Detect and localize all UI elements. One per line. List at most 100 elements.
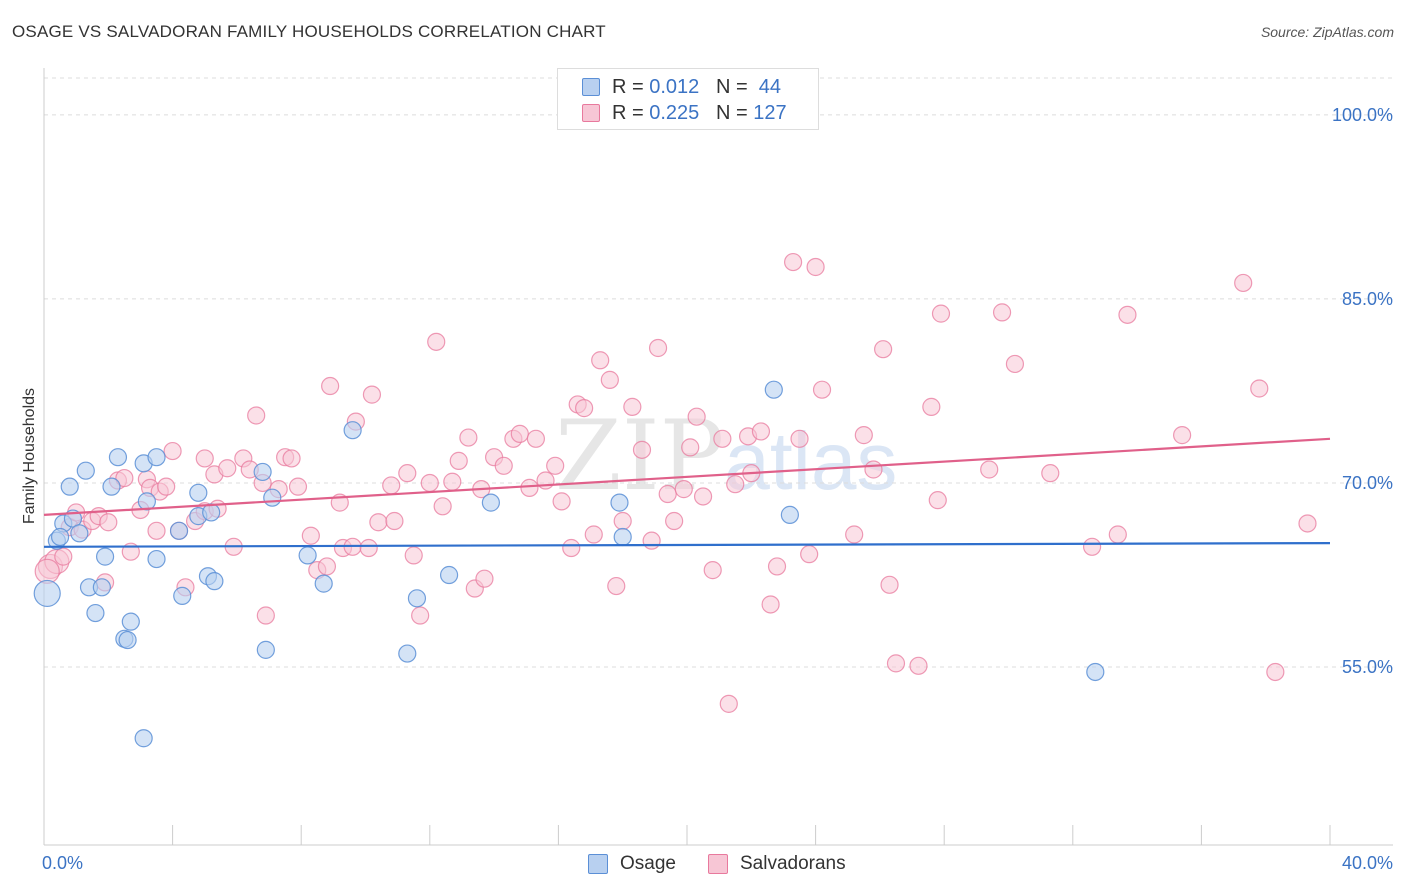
salvadorans-point [693, 487, 713, 506]
osage-point [60, 477, 79, 496]
salvadorans-point [790, 429, 809, 448]
salvadorans-point [247, 406, 266, 425]
legend-salvadorans-text: R = 0.225 N = 127 [612, 100, 787, 126]
x-tick-label-min: 0.0% [42, 853, 83, 873]
osage-points [33, 380, 1105, 748]
osage-point [263, 488, 282, 507]
salvadorans-point [1266, 662, 1285, 682]
osage-point [481, 493, 500, 512]
salvadorans-point [475, 569, 494, 588]
r-label: R = [612, 102, 644, 124]
salvadorans-point [369, 513, 388, 532]
osage-point [202, 503, 221, 522]
source-credit: Source: ZipAtlas.com [1260, 24, 1394, 40]
y-tick-label: 55.0% [1342, 657, 1393, 677]
salvadorans-point [800, 545, 819, 564]
salvadorans-point [552, 492, 571, 511]
salvadorans-point [526, 429, 545, 448]
salvadorans-point [420, 473, 439, 493]
osage-point [137, 492, 156, 511]
salvadorans-point [115, 468, 134, 488]
salvadorans-legend-label: Salvadorans [740, 853, 846, 874]
osage-point [613, 527, 632, 547]
salvadorans-point [642, 531, 661, 550]
salvadorans-point [321, 376, 340, 396]
osage-trendline [43, 542, 1331, 548]
osage-point [95, 547, 115, 566]
salvadorans-point [880, 575, 899, 594]
salvadorans-point [1173, 426, 1192, 445]
salvadorans-point [687, 407, 706, 426]
salvadorans-point [218, 459, 237, 478]
salvadorans-point [1234, 273, 1253, 293]
salvadorans-point [385, 511, 404, 531]
y-tick-label: 85.0% [1342, 289, 1393, 309]
salvadorans-point [658, 484, 677, 504]
trend-lines [43, 437, 1331, 548]
chart-title: OSAGE VS SALVADORAN FAMILY HOUSEHOLDS CO… [12, 22, 606, 41]
salvadorans-point [632, 440, 652, 459]
osage-swatch [582, 78, 600, 96]
legend-osage-text: R = 0.012 N = 44 [612, 74, 781, 100]
osage-point [298, 546, 317, 565]
salvadorans-point [1041, 464, 1060, 483]
osage-point [70, 524, 89, 543]
osage-legend-swatch [588, 854, 608, 874]
osage-point [147, 448, 166, 467]
osage-legend-label: Osage [620, 853, 676, 874]
tick-labels: 55.0% 70.0% 85.0% 100.0% 0.0% 40.0% [42, 105, 1393, 873]
salvadorans-point [681, 438, 700, 457]
salvadorans-point [1082, 537, 1102, 556]
salvadorans-point [301, 526, 320, 545]
salvadorans-point [613, 511, 632, 531]
salvadorans-point [510, 424, 529, 443]
osage-point [134, 729, 153, 748]
osage-point [253, 462, 272, 482]
salvadorans-trendline [43, 437, 1331, 516]
salvadorans-point [703, 561, 722, 580]
salvadorans-point [147, 521, 166, 540]
salvadorans-point [575, 399, 594, 418]
osage-point [147, 549, 166, 569]
salvadorans-point [922, 397, 941, 416]
salvadorans-point [726, 475, 745, 494]
salvadorans-point [713, 429, 732, 448]
osage-point [50, 527, 70, 547]
n-label: N = [715, 102, 748, 124]
salvadorans-point [623, 397, 642, 416]
salvadorans-point [459, 428, 478, 447]
salvadorans-point [607, 576, 626, 596]
osage-point [86, 603, 105, 623]
n-value: 127 [753, 102, 787, 124]
salvadorans-point [1118, 305, 1137, 324]
salvadorans-point [806, 257, 825, 277]
salvadorans-point [648, 338, 668, 358]
stats-legend: R = 0.012 N = 44 R = 0.225 N = 127 [557, 68, 819, 130]
salvadorans-point [783, 252, 803, 272]
salvadorans-point [665, 511, 684, 531]
x-tick-label-max: 40.0% [1342, 853, 1393, 873]
salvadorans-point [1108, 525, 1127, 544]
osage-point [169, 521, 189, 540]
osage-point [407, 589, 427, 608]
salvadorans-point [362, 385, 382, 404]
salvadorans-point [99, 513, 118, 532]
salvadorans-point [584, 525, 603, 544]
osage-point [205, 572, 224, 591]
osage-point [1086, 662, 1105, 682]
osage-point [108, 448, 128, 467]
n-value: 44 [758, 76, 782, 98]
salvadorans-point [812, 380, 832, 399]
osage-point [76, 461, 95, 480]
salvadorans-point [449, 451, 468, 470]
salvadorans-point [886, 654, 906, 673]
osage-point [764, 380, 783, 399]
osage-point [398, 644, 417, 663]
salvadorans-point [157, 477, 176, 496]
r-value: 0.225 [649, 102, 700, 124]
osage-point [780, 505, 799, 524]
salvadorans-point [1250, 379, 1269, 398]
salvadorans-point [282, 449, 301, 468]
salvadorans-point [546, 456, 565, 475]
osage-point [121, 612, 140, 631]
